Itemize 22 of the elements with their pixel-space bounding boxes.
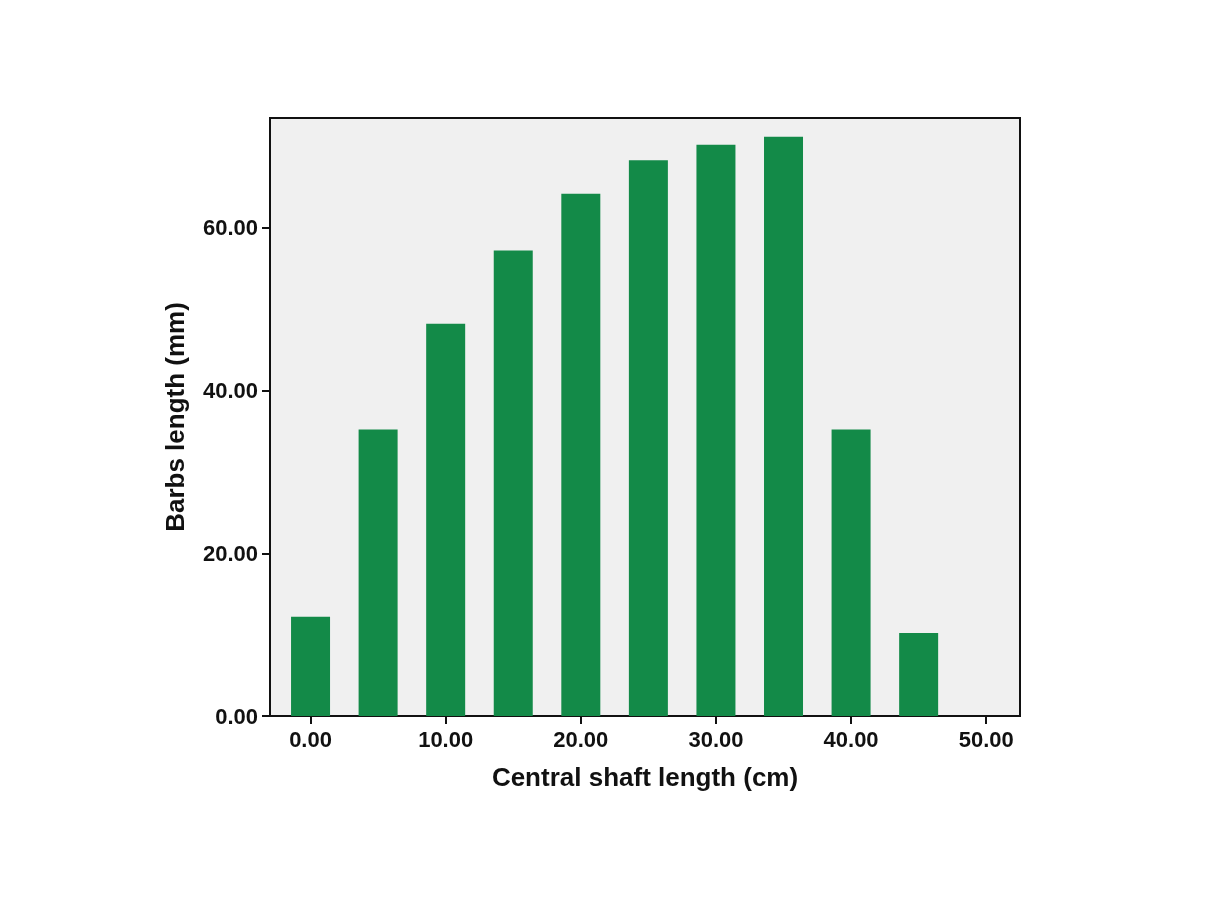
x-tick-label: 50.00 <box>958 726 1014 752</box>
x-tick-label: 0.00 <box>289 726 332 752</box>
bar <box>899 633 939 716</box>
bar <box>696 144 736 716</box>
y-tick-label: 20.00 <box>202 540 258 566</box>
y-tick-label: 40.00 <box>202 378 258 404</box>
y-tick-label: 60.00 <box>202 215 258 241</box>
bar <box>358 429 398 716</box>
bar <box>764 136 804 716</box>
x-tick-label: 30.00 <box>688 726 744 752</box>
bar <box>426 323 466 716</box>
y-tick-label: 0.00 <box>215 703 258 729</box>
bar <box>628 160 668 716</box>
x-tick-label: 10.00 <box>418 726 474 752</box>
bar <box>561 193 601 716</box>
bar <box>291 616 331 716</box>
y-axis-title: Barbs length (mm) <box>160 302 190 532</box>
bar <box>831 429 871 716</box>
x-tick-label: 40.00 <box>823 726 879 752</box>
x-axis-title: Central shaft length (cm) <box>491 762 799 792</box>
x-tick-label: 20.00 <box>553 726 609 752</box>
bar <box>493 250 533 716</box>
